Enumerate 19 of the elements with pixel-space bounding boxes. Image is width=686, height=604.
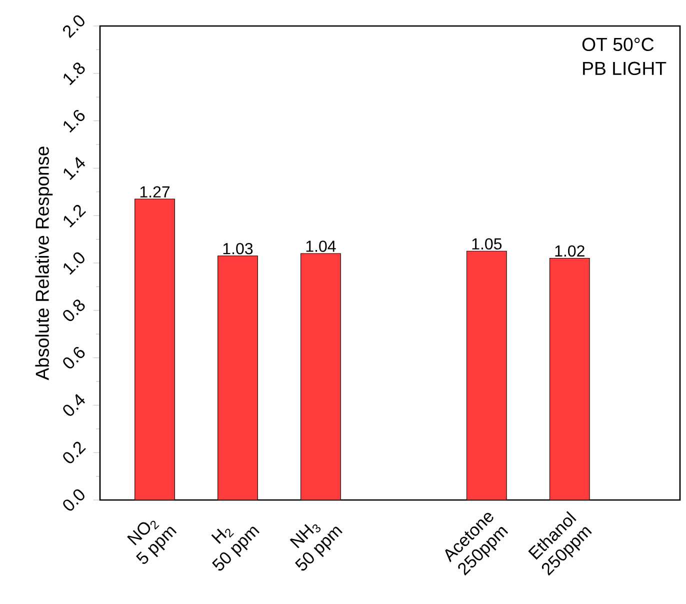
y-tick-label: 0.0 xyxy=(63,489,84,511)
y-tick-label: 1.6 xyxy=(64,110,85,133)
data-label: 1.04 xyxy=(306,240,336,252)
y-tick-label: 0.4 xyxy=(63,394,86,416)
y-tick-label: 1.8 xyxy=(64,62,85,86)
data-label: 1.03 xyxy=(223,242,253,254)
y-tick-label: 1.4 xyxy=(64,157,86,180)
y-tick-label: 0.2 xyxy=(63,442,86,464)
annotation: OT 50°C xyxy=(582,38,654,52)
y-tick-label: 1.2 xyxy=(64,204,86,228)
y-tick-label: 1.0 xyxy=(64,252,84,275)
y-tick-label: 2.0 xyxy=(63,15,84,38)
data-label: 1.02 xyxy=(555,245,584,257)
data-label: 1.27 xyxy=(140,186,170,198)
y-axis-title: Absolute Relative Response xyxy=(35,146,53,380)
y-tick-label: 0.8 xyxy=(63,300,85,322)
annotation: PB LIGHT xyxy=(583,62,666,76)
y-tick-label: 0.6 xyxy=(63,346,85,368)
data-label: 1.05 xyxy=(472,238,502,250)
